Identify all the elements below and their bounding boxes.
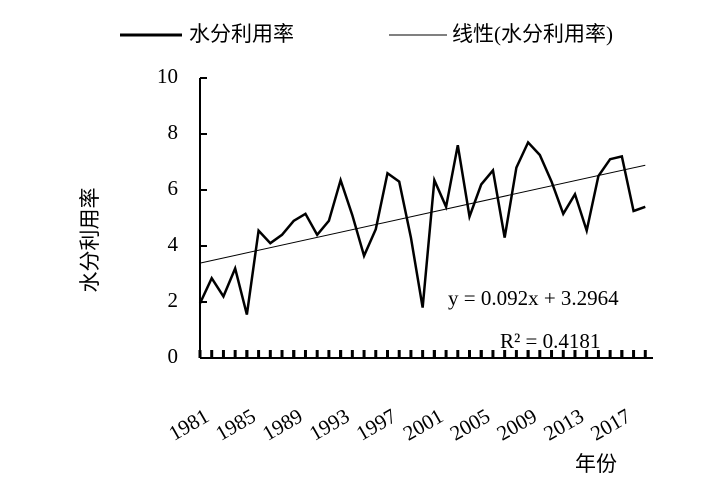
y-tick-label: 2 (168, 288, 179, 312)
y-tick-label: 6 (168, 176, 179, 200)
x-axis-label: 年份 (575, 452, 617, 476)
data-line (198, 140, 646, 315)
legend-label: 水分利用率 (189, 22, 294, 46)
x-tick-label: 2013 (540, 404, 588, 446)
x-tick-label: 1985 (211, 404, 259, 446)
x-tick-label: 2005 (446, 404, 494, 446)
x-tick-label: 1993 (305, 404, 353, 446)
y-tick-label: 10 (157, 64, 178, 88)
x-tick-label: 2009 (493, 404, 541, 446)
y-tick-label: 4 (168, 232, 179, 256)
trendline (199, 164, 646, 264)
annotation: y = 0.092x + 3.2964 (448, 286, 619, 310)
y-axis-label: 水分利用率 (78, 188, 102, 293)
x-tick-label: 2001 (399, 404, 447, 446)
y-tick-label: 0 (168, 344, 179, 368)
x-tick-label: 1981 (165, 404, 213, 446)
x-tick-label: 1989 (258, 404, 306, 446)
x-tick-label: 2017 (586, 404, 634, 446)
legend-label: 线性(水分利用率) (452, 22, 613, 46)
annotation: R² = 0.4181 (500, 329, 600, 353)
x-tick-label: 1997 (352, 404, 400, 446)
y-tick-label: 8 (168, 120, 179, 144)
